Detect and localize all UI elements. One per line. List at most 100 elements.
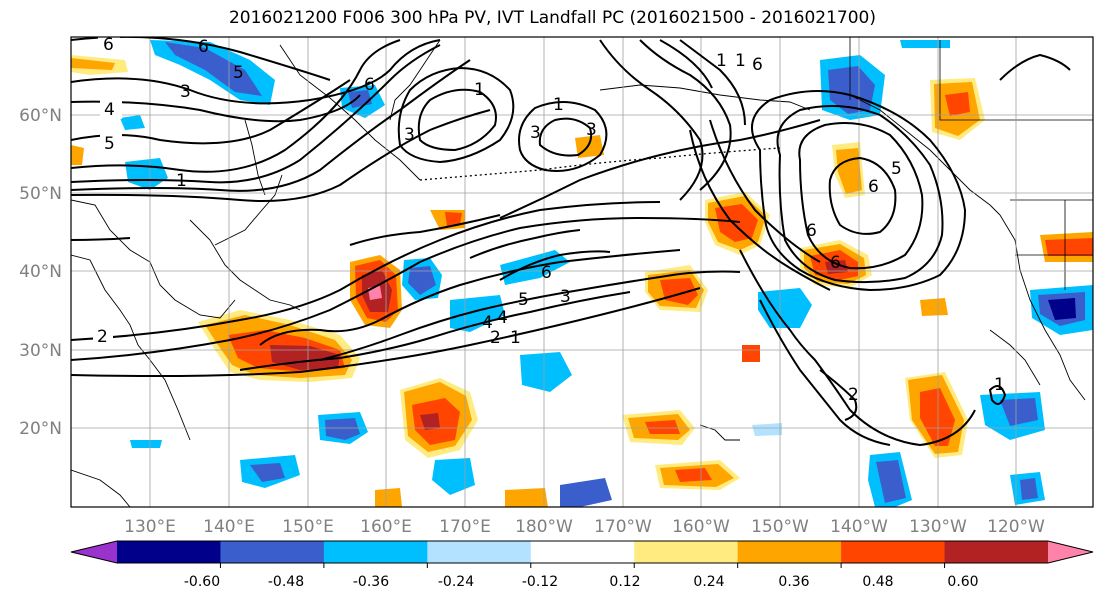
contour-label: 3: [586, 120, 597, 140]
contour-label: 5: [104, 134, 115, 154]
shade-blob: [450, 295, 505, 332]
contour-label: 1: [716, 51, 727, 71]
shade-blob: [920, 388, 955, 446]
colorbar-extension-low: [71, 541, 117, 563]
shade-blob: [445, 212, 462, 226]
colorbar-segment: [530, 541, 635, 563]
shade-blob: [71, 58, 115, 70]
contour-label: 1: [176, 171, 187, 191]
lat-label: 50°N: [19, 184, 62, 204]
contour-label: 5: [233, 63, 244, 83]
shade-blob: [250, 463, 285, 482]
shade-blob: [560, 478, 612, 507]
colorbar-tick-label: -0.24: [438, 574, 474, 590]
contour-label: 6: [806, 221, 817, 241]
shade-blob: [920, 298, 948, 316]
colorbar-segment: [841, 541, 946, 563]
lat-labels: 60°N 50°N 40°N 30°N 20°N: [19, 106, 62, 439]
date-line: [419, 147, 781, 181]
shade-blob: [520, 352, 572, 392]
shade-blob: [900, 40, 950, 48]
contour-label: 4: [482, 313, 493, 333]
lon-label: 130°E: [124, 517, 176, 537]
contour-label: 1: [510, 328, 521, 348]
shade-blob: [408, 266, 436, 295]
lon-label: 130°W: [909, 517, 967, 537]
lon-label: 140°E: [203, 517, 255, 537]
colorbar-segment: [220, 541, 325, 563]
colorbar-tick-label: 0.24: [693, 574, 724, 590]
contour-label: 2: [97, 327, 108, 347]
colorbar-tick-label: 0.48: [862, 574, 893, 590]
shade-blob: [368, 286, 382, 300]
shade-blob: [752, 423, 782, 436]
contour-label: 1: [474, 80, 485, 100]
contour-label: 6: [198, 37, 209, 57]
shade-blob: [1000, 398, 1038, 426]
shade-blob: [645, 420, 680, 434]
shade-blob: [71, 145, 84, 165]
contour-label: 6: [752, 55, 763, 75]
pv-contours: [71, 37, 1071, 447]
colorbar-tick-label: 0.60: [947, 574, 978, 590]
contour-label: 3: [404, 125, 415, 145]
shade-blob: [758, 288, 812, 328]
colorbar-tick-label: -0.48: [268, 574, 304, 590]
shade-blob: [325, 418, 360, 440]
contour-label: 1: [553, 95, 564, 115]
colorbar-tick-label: 0.36: [778, 574, 809, 590]
shade-blob: [660, 278, 698, 305]
colorbar-extension-high: [1048, 541, 1093, 563]
lon-label: 160°E: [360, 517, 412, 537]
colorbar-tick-label: -0.12: [522, 574, 558, 590]
map-frame: [70, 36, 1094, 508]
lon-label: 170°W: [594, 517, 652, 537]
colorbar-tick-labels: -0.60 -0.48 -0.36 -0.24 -0.12 0.12 0.24 …: [184, 574, 979, 590]
contour-label: 3: [180, 82, 191, 102]
contour-label: 6: [364, 75, 375, 95]
lat-label: 60°N: [19, 106, 62, 126]
borders: [849, 37, 1093, 290]
colorbar-tick-label: 0.12: [609, 574, 640, 590]
shade-blob: [432, 458, 475, 495]
shade-blob: [505, 488, 548, 507]
lon-label: 180°W: [515, 517, 573, 537]
contour-label: 6: [868, 177, 879, 197]
shade-blob: [130, 440, 162, 448]
lat-label: 20°N: [19, 419, 62, 439]
contour-label: 6: [541, 263, 552, 283]
shade-blob: [945, 92, 970, 116]
shade-blob: [1048, 298, 1076, 320]
shade-blob: [675, 468, 712, 482]
lat-label: 40°N: [19, 262, 62, 282]
map-panel: [71, 37, 1093, 507]
shade-blob: [825, 260, 848, 274]
shade-blob: [1020, 478, 1038, 500]
lon-label: 150°E: [282, 517, 334, 537]
shade-blob: [375, 488, 402, 507]
contour-label: 4: [497, 308, 508, 328]
contour-label: 2: [848, 385, 859, 405]
colorbar-segment: [427, 541, 532, 563]
lon-label: 140°W: [830, 517, 888, 537]
shade-blob: [420, 413, 440, 430]
contour-label: 3: [560, 287, 571, 307]
colorbar-segment: [634, 541, 739, 563]
pv-shading: [71, 40, 1093, 507]
contour-label: 5: [891, 159, 902, 179]
shade-blob: [120, 115, 145, 130]
lon-label: 160°W: [672, 517, 730, 537]
colorbar-segment: [117, 541, 221, 563]
colorbar-segment: [323, 541, 428, 563]
contour-label: 6: [103, 35, 114, 55]
colorbar-segment: [944, 541, 1049, 563]
lon-label: 150°W: [751, 517, 809, 537]
colorbar: [70, 540, 1094, 568]
contour-labels: 6 6 5 3 4 5 1 6 3 3 1 1 3 1 1 6 5 6 6 6 …: [93, 34, 1005, 405]
colorbar-segment: [737, 541, 842, 563]
contour-label: 2: [490, 328, 501, 348]
shade-blob: [876, 460, 906, 503]
lon-label: 170°E: [439, 517, 491, 537]
shade-blob: [500, 250, 570, 285]
